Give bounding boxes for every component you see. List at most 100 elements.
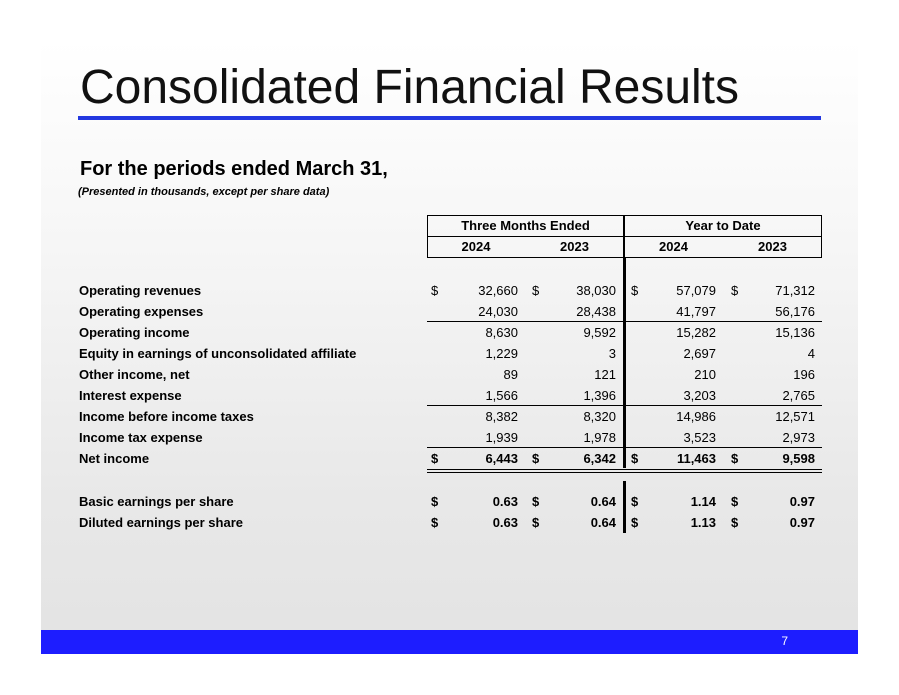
subtotal-rule xyxy=(427,447,822,448)
year-header: 2023 xyxy=(758,239,787,254)
subtitle: For the periods ended March 31, xyxy=(80,158,388,180)
row-label: Income before income taxes xyxy=(79,409,254,424)
column-separator xyxy=(623,481,626,533)
cell-value: 9,592 xyxy=(583,325,616,340)
cell-value: 24,030 xyxy=(478,304,518,319)
cell-value: 1,939 xyxy=(485,430,518,445)
row-label: Other income, net xyxy=(79,367,190,382)
cell-value: 2,697 xyxy=(683,346,716,361)
cell-value: 56,176 xyxy=(775,304,815,319)
cell-value: 9,598 xyxy=(782,451,815,466)
cell-value: 11,463 xyxy=(676,451,716,466)
cell-value: 1,566 xyxy=(485,388,518,403)
subtotal-rule xyxy=(427,321,822,322)
cell-value: 28,438 xyxy=(576,304,616,319)
cell-value: 1,229 xyxy=(485,346,518,361)
cell-value: 3 xyxy=(608,346,616,361)
cell-value: 1,396 xyxy=(583,388,616,403)
currency-symbol: $ xyxy=(731,515,739,530)
currency-symbol: $ xyxy=(631,515,639,530)
currency-symbol: $ xyxy=(532,283,540,298)
cell-value: 1,978 xyxy=(583,430,616,445)
cell-value: 4 xyxy=(807,346,815,361)
table-row: Income tax expense 1,939 1,978 3,523 2,9… xyxy=(0,427,899,448)
page-title: Consolidated Financial Results xyxy=(80,61,740,114)
currency-symbol: $ xyxy=(431,494,439,509)
cell-value: 15,282 xyxy=(676,325,716,340)
table-row: Operating revenues $ 32,660 $ 38,030 $ 5… xyxy=(0,280,899,301)
group-header-three-months: Three Months Ended xyxy=(461,218,590,233)
cell-value: 89 xyxy=(503,367,518,382)
table-row: Operating income 8,630 9,592 15,282 15,1… xyxy=(0,322,899,343)
cell-value: 12,571 xyxy=(775,409,815,424)
currency-symbol: $ xyxy=(532,494,540,509)
table-row: Operating expenses 24,030 28,438 41,797 … xyxy=(0,301,899,322)
header-divider xyxy=(427,236,822,237)
total-double-rule xyxy=(427,469,822,473)
cell-value: 8,320 xyxy=(583,409,616,424)
cell-value: 41,797 xyxy=(676,304,716,319)
year-header: 2023 xyxy=(560,239,589,254)
table-row: Other income, net 89 121 210 196 xyxy=(0,364,899,385)
table-row: Interest expense 1,566 1,396 3,203 2,765 xyxy=(0,385,899,406)
row-label: Diluted earnings per share xyxy=(79,515,243,530)
row-label: Income tax expense xyxy=(79,430,203,445)
group-header-year-to-date: Year to Date xyxy=(685,218,761,233)
cell-value: 1.14 xyxy=(690,494,716,509)
cell-value: 3,203 xyxy=(683,388,716,403)
table-row: Income before income taxes 8,382 8,320 1… xyxy=(0,406,899,427)
cell-value: 8,382 xyxy=(485,409,518,424)
row-label: Operating expenses xyxy=(79,304,204,319)
title-underline xyxy=(78,116,821,120)
cell-value: 210 xyxy=(694,367,716,382)
currency-symbol: $ xyxy=(631,451,639,466)
currency-symbol: $ xyxy=(431,451,439,466)
cell-value: 38,030 xyxy=(576,283,616,298)
cell-value: 0.97 xyxy=(789,494,815,509)
year-header: 2024 xyxy=(461,239,491,254)
units-note: (Presented in thousands, except per shar… xyxy=(78,186,330,198)
cell-value: 15,136 xyxy=(775,325,815,340)
currency-symbol: $ xyxy=(731,283,739,298)
currency-symbol: $ xyxy=(431,515,439,530)
currency-symbol: $ xyxy=(631,283,639,298)
currency-symbol: $ xyxy=(532,451,540,466)
cell-value: 1.13 xyxy=(690,515,716,530)
cell-value: 14,986 xyxy=(676,409,716,424)
cell-value: 71,312 xyxy=(775,283,815,298)
table-row: Net income $ 6,443 $ 6,342 $ 11,463 $ 9,… xyxy=(0,448,899,469)
currency-symbol: $ xyxy=(731,451,739,466)
cell-value: 0.64 xyxy=(590,515,616,530)
cell-value: 2,973 xyxy=(782,430,815,445)
table-row: Equity in earnings of unconsolidated aff… xyxy=(0,343,899,364)
cell-value: 0.64 xyxy=(590,494,616,509)
cell-value: 6,342 xyxy=(583,451,616,466)
row-label: Interest expense xyxy=(79,388,182,403)
cell-value: 0.63 xyxy=(492,515,518,530)
page-number: 7 xyxy=(781,634,788,648)
row-label: Operating income xyxy=(79,325,190,340)
cell-value: 6,443 xyxy=(485,451,518,466)
currency-symbol: $ xyxy=(532,515,540,530)
cell-value: 0.63 xyxy=(492,494,518,509)
currency-symbol: $ xyxy=(731,494,739,509)
year-header: 2024 xyxy=(659,239,688,254)
subtotal-rule xyxy=(427,405,822,406)
currency-symbol: $ xyxy=(631,494,639,509)
row-label: Operating revenues xyxy=(79,283,202,298)
cell-value: 3,523 xyxy=(683,430,716,445)
cell-value: 57,079 xyxy=(676,283,716,298)
row-label: Net income xyxy=(79,451,150,466)
cell-value: 196 xyxy=(793,367,815,382)
row-label: Equity in earnings of unconsolidated aff… xyxy=(79,346,357,361)
table-row: Basic earnings per share $ 0.63 $ 0.64 $… xyxy=(0,491,899,512)
column-separator xyxy=(623,258,626,468)
footer-bar: 7 xyxy=(41,630,858,654)
cell-value: 2,765 xyxy=(782,388,815,403)
cell-value: 8,630 xyxy=(485,325,518,340)
currency-symbol: $ xyxy=(431,283,439,298)
cell-value: 0.97 xyxy=(789,515,815,530)
row-label: Basic earnings per share xyxy=(79,494,234,509)
cell-value: 32,660 xyxy=(478,283,518,298)
cell-value: 121 xyxy=(594,367,616,382)
